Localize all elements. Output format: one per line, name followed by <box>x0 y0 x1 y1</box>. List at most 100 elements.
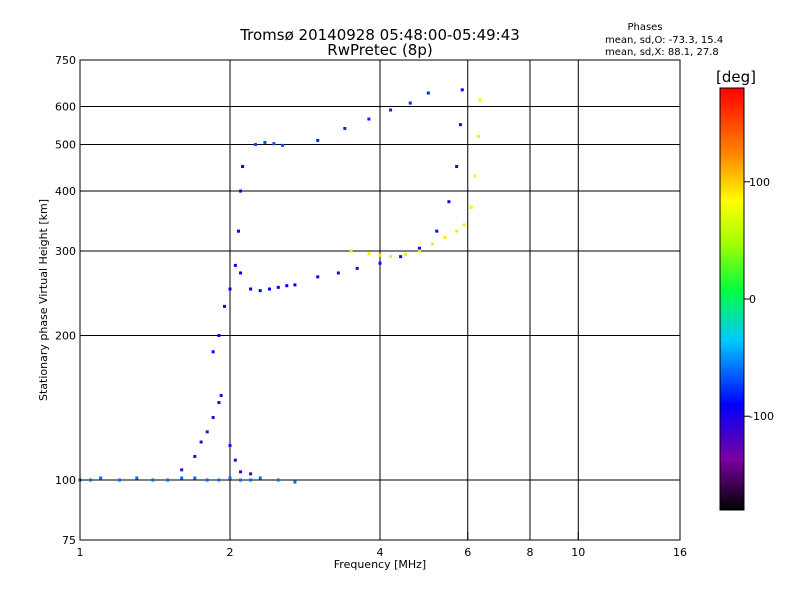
data-point <box>249 478 253 482</box>
data-points <box>78 88 482 484</box>
y-axis: 75 100 200 300 400 500 600 750 <box>55 54 88 547</box>
y-tick-label: 100 <box>55 474 76 487</box>
data-point <box>193 476 197 480</box>
data-point <box>99 476 103 480</box>
data-point <box>253 143 257 147</box>
data-point <box>476 134 480 138</box>
colorbar-label: [deg] <box>716 68 756 86</box>
data-point <box>460 88 464 92</box>
x-axis: 1 2 4 6 8 10 16 <box>77 532 687 559</box>
y-tick-label: 600 <box>55 101 76 114</box>
data-point <box>403 253 407 257</box>
data-point <box>258 476 262 480</box>
data-point <box>336 271 340 275</box>
y-tick-label: 750 <box>55 54 76 67</box>
x-tick-label: 4 <box>377 546 384 559</box>
data-point <box>285 284 289 288</box>
x-tick-label: 8 <box>527 546 534 559</box>
x-tick-label: 2 <box>227 546 234 559</box>
data-point <box>355 266 359 270</box>
data-point <box>239 271 243 275</box>
data-point <box>217 334 221 338</box>
data-point <box>211 350 215 354</box>
data-point <box>293 283 297 287</box>
data-point <box>135 476 139 480</box>
y-tick-label: 500 <box>55 139 76 152</box>
data-point <box>316 275 320 279</box>
data-point <box>417 249 421 253</box>
data-point <box>199 440 203 444</box>
data-point <box>447 200 451 204</box>
data-point <box>462 223 466 227</box>
data-point <box>367 117 371 121</box>
colorbar-tick-label: 100 <box>749 176 770 189</box>
data-point <box>316 138 320 142</box>
data-point <box>435 229 439 233</box>
data-point <box>276 285 280 289</box>
data-point <box>89 478 93 482</box>
data-point <box>236 229 240 233</box>
y-axis-label: Stationary phase Virtual Height [km] <box>37 199 50 401</box>
x-tick-label: 10 <box>571 546 585 559</box>
y-tick-label: 75 <box>62 534 76 547</box>
data-point <box>426 91 430 95</box>
data-point <box>378 253 382 257</box>
phases-line-o: mean, sd,O: -73.3, 15.4 <box>605 35 723 46</box>
data-point <box>217 478 221 482</box>
data-point <box>239 478 243 482</box>
data-point <box>228 444 232 448</box>
data-point <box>399 255 403 259</box>
x-tick-label: 1 <box>77 546 84 559</box>
data-point <box>205 430 209 434</box>
data-point <box>219 394 223 398</box>
colorbar-tick-label: 0 <box>749 293 756 306</box>
data-point <box>281 143 285 147</box>
data-point <box>228 476 232 480</box>
data-point <box>233 263 237 267</box>
data-point <box>408 101 412 105</box>
data-point <box>293 480 297 484</box>
data-point <box>180 476 184 480</box>
data-point <box>249 472 253 476</box>
data-point <box>455 229 459 233</box>
data-point <box>228 287 232 291</box>
data-point <box>389 255 393 259</box>
data-point <box>276 478 280 482</box>
grid-lines <box>80 60 680 540</box>
y-tick-label: 200 <box>55 330 76 343</box>
data-point <box>233 458 237 462</box>
data-point <box>469 205 473 209</box>
data-point <box>249 287 253 291</box>
x-tick-label: 6 <box>464 546 471 559</box>
data-point <box>378 261 382 265</box>
data-point <box>180 468 184 472</box>
y-tick-label: 400 <box>55 185 76 198</box>
x-tick-label: 16 <box>673 546 687 559</box>
y-tick-label: 300 <box>55 245 76 258</box>
data-point <box>263 140 267 144</box>
data-point <box>166 478 170 482</box>
phases-line-x: mean, sd,X: 88.1, 27.8 <box>605 47 719 58</box>
data-point <box>443 236 447 240</box>
chart-subtitle: RwPretec (8p) <box>327 41 432 59</box>
data-point <box>193 454 197 458</box>
data-point <box>458 123 462 127</box>
data-point <box>217 401 221 405</box>
data-point <box>431 242 435 246</box>
data-point <box>478 98 482 102</box>
data-point <box>267 287 271 291</box>
data-point <box>239 189 243 193</box>
data-point <box>211 415 215 419</box>
x-axis-label: Frequency [MHz] <box>334 558 426 571</box>
data-point <box>473 174 477 178</box>
data-point <box>241 164 245 168</box>
data-point <box>272 142 276 146</box>
colorbar-tick-label: -100 <box>749 410 774 423</box>
data-point <box>258 289 262 293</box>
data-point <box>417 246 421 250</box>
colorbar <box>719 87 745 511</box>
data-point <box>151 478 155 482</box>
data-point <box>367 252 371 256</box>
data-point <box>389 108 393 112</box>
